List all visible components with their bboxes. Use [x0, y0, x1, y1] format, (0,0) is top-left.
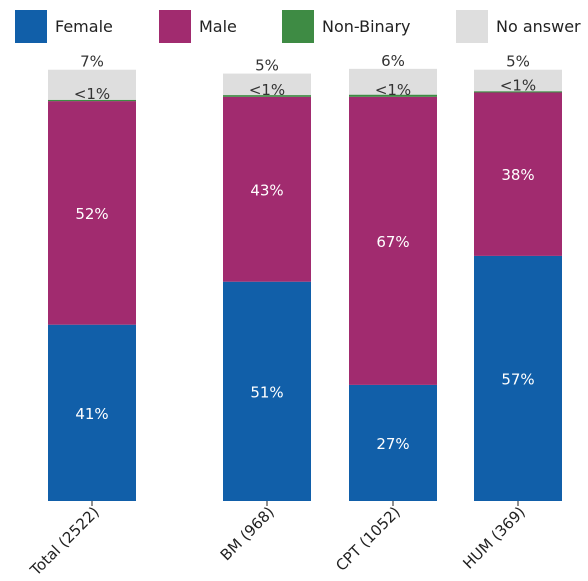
legend-label-non-binary: Non-Binary: [322, 17, 411, 36]
bar-segment-male-hum-369: [474, 92, 562, 256]
x-tick-label-hum-369: HUM (369): [459, 503, 529, 573]
legend-label-female: Female: [55, 17, 113, 36]
data-label-non-binary-hum-369: <1%: [500, 77, 536, 95]
bar-segment-no-answer-hum-369: [474, 69, 562, 92]
data-label-female-bm-968: 51%: [250, 383, 283, 401]
bar-segment-female-hum-369: [474, 255, 562, 501]
data-label-male-total-2522: 52%: [75, 205, 108, 223]
bar-segment-no-answer-total-2522: [48, 69, 136, 100]
data-label-male-cpt-1052: 67%: [376, 233, 409, 251]
data-label-female-total-2522: 41%: [75, 405, 108, 423]
legend-swatch-non-binary: [282, 10, 314, 43]
x-axis: Total (2522) BM (968) CPT (1052) HUM (369): [26, 501, 529, 580]
data-labels: 41% 52% <1% 7% 51% 43% <1% 5% 27% 67% <1% 6% 57% 38% <…: [74, 52, 536, 453]
data-label-no-answer-bm-968: 5%: [255, 57, 279, 75]
bar-segment-non-binary-hum-369: [474, 91, 562, 93]
bar-segment-female-total-2522: [48, 324, 136, 501]
legend-swatch-female: [15, 10, 47, 43]
bars: [48, 68, 562, 501]
legend: Female Male Non-Binary No answer: [15, 10, 581, 43]
data-label-non-binary-cpt-1052: <1%: [375, 81, 411, 99]
data-label-male-bm-968: 43%: [250, 181, 283, 199]
bar-segment-non-binary-bm-968: [223, 95, 311, 97]
x-tick-label-total-2522: Total (2522): [26, 503, 103, 580]
data-label-male-hum-369: 38%: [501, 166, 534, 184]
data-label-non-binary-bm-968: <1%: [249, 81, 285, 99]
legend-label-male: Male: [199, 17, 237, 36]
legend-swatch-male: [159, 10, 191, 43]
bar-segment-no-answer-bm-968: [223, 73, 311, 96]
bar-segment-female-bm-968: [223, 281, 311, 501]
bar-segment-no-answer-cpt-1052: [349, 68, 437, 95]
data-label-non-binary-total-2522: <1%: [74, 85, 110, 103]
legend-label-no-answer: No answer: [496, 17, 581, 36]
data-label-no-answer-hum-369: 5%: [506, 53, 530, 71]
bar-segment-male-total-2522: [48, 101, 136, 325]
x-tick-label-cpt-1052: CPT (1052): [332, 503, 404, 575]
bar-segment-non-binary-cpt-1052: [349, 94, 437, 97]
legend-swatch-no-answer: [456, 10, 488, 43]
data-label-female-cpt-1052: 27%: [376, 435, 409, 453]
data-label-no-answer-total-2522: 7%: [80, 53, 104, 71]
data-label-female-hum-369: 57%: [501, 370, 534, 388]
bar-segment-non-binary-total-2522: [48, 99, 136, 102]
bar-segment-male-cpt-1052: [349, 96, 437, 385]
x-tick-label-bm-968: BM (968): [217, 503, 278, 564]
bar-segment-female-cpt-1052: [349, 384, 437, 501]
bar-segment-male-bm-968: [223, 96, 311, 282]
data-label-no-answer-cpt-1052: 6%: [381, 52, 405, 70]
